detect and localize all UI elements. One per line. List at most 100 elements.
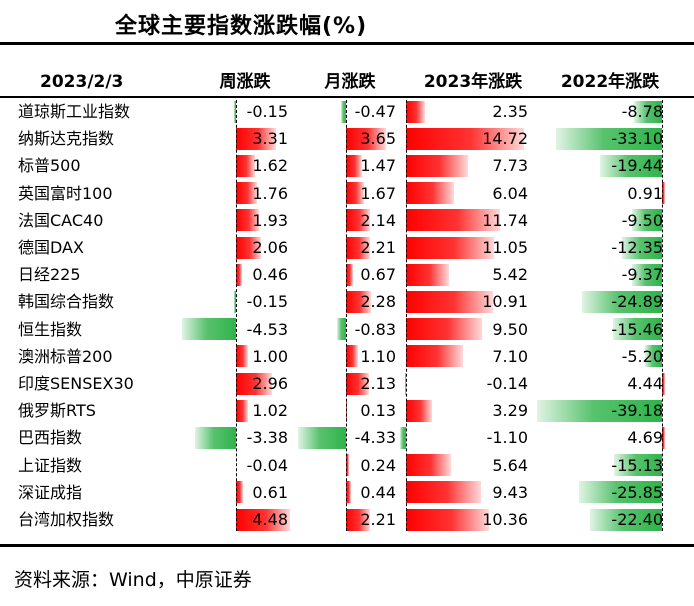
zero-axis-3 xyxy=(662,100,663,532)
cell-value: 7.10 xyxy=(492,346,528,366)
positive-bar xyxy=(346,372,370,395)
positive-bar xyxy=(236,399,249,422)
cell-value: -0.15 xyxy=(246,102,288,121)
cell-value: 6.04 xyxy=(492,183,528,203)
cell-value: -0.14 xyxy=(486,374,528,393)
cell-value: 3.29 xyxy=(492,401,528,421)
negative-bar xyxy=(195,426,236,449)
row-label: 印度SENSEX30 xyxy=(18,374,134,393)
positive-bar xyxy=(662,182,665,205)
cell-value: 1.47 xyxy=(360,156,396,176)
column-header-2: 2023年涨跌 xyxy=(423,72,523,92)
cell-value: -19.44 xyxy=(611,156,663,176)
positive-bar xyxy=(346,236,371,259)
row-label: 台湾加权指数 xyxy=(18,510,115,529)
positive-bar xyxy=(346,508,371,531)
cell-value: 0.91 xyxy=(627,183,663,203)
positive-bar xyxy=(406,100,425,123)
cell-value: 9.50 xyxy=(492,319,528,339)
cell-value: 0.46 xyxy=(252,265,288,285)
row-label: 英国富时100 xyxy=(18,183,113,203)
cell-value: -4.53 xyxy=(246,319,288,339)
cell-value: -9.37 xyxy=(621,265,663,285)
date-header: 2023/2/3 xyxy=(40,72,124,92)
positive-bar xyxy=(406,399,433,422)
row-label: 巴西指数 xyxy=(18,428,83,448)
column-header-0: 周涨跌 xyxy=(219,72,271,92)
column-header-3: 2022年涨跌 xyxy=(560,72,660,92)
cell-value: 1.00 xyxy=(252,346,288,366)
positive-bar xyxy=(406,182,455,205)
row-label: 纳斯达克指数 xyxy=(18,129,115,149)
negative-bar xyxy=(181,318,236,341)
negative-bar xyxy=(298,426,346,449)
cell-value: -25.85 xyxy=(611,482,663,502)
negative-bar xyxy=(612,318,662,341)
positive-bar xyxy=(406,508,489,531)
positive-bar xyxy=(346,345,359,368)
cell-value: 3.65 xyxy=(360,129,396,149)
negative-bar xyxy=(234,290,236,313)
negative-bar xyxy=(590,508,662,531)
positive-bar xyxy=(662,426,665,449)
positive-bar xyxy=(406,454,452,477)
cell-value: 4.44 xyxy=(627,374,663,393)
positive-bar xyxy=(346,290,372,313)
cell-value: 2.28 xyxy=(360,292,396,312)
bottom-rule xyxy=(0,544,694,547)
positive-bar xyxy=(236,263,242,286)
row-label: 德国DAX xyxy=(18,238,84,257)
cell-value: 10.36 xyxy=(482,510,528,529)
positive-bar xyxy=(346,182,365,205)
negative-bar xyxy=(340,100,346,123)
cell-value: -1.10 xyxy=(486,428,528,448)
cell-value: 10.91 xyxy=(482,292,528,312)
positive-bar xyxy=(406,127,524,150)
cell-value: 2.13 xyxy=(360,374,396,393)
positive-bar xyxy=(236,345,248,368)
zero-axis-0 xyxy=(236,100,237,532)
cell-value: -9.50 xyxy=(621,210,663,230)
negative-bar xyxy=(613,454,662,477)
cell-value: 1.62 xyxy=(252,156,288,176)
cell-value: 2.14 xyxy=(360,210,396,230)
cell-value: 4.69 xyxy=(627,428,663,448)
cell-value: -8.78 xyxy=(621,102,663,121)
cell-value: 0.61 xyxy=(252,482,288,502)
negative-bar xyxy=(400,426,406,449)
cell-value: 1.76 xyxy=(252,183,288,203)
row-label: 深证成指 xyxy=(18,482,83,502)
negative-bar xyxy=(582,290,662,313)
cell-value: -0.15 xyxy=(246,292,288,312)
cell-value: 0.24 xyxy=(360,455,396,475)
cell-value: 7.73 xyxy=(492,156,528,176)
negative-bar xyxy=(645,345,662,368)
cell-value: 11.74 xyxy=(482,210,528,230)
positive-bar xyxy=(346,454,349,477)
positive-bar xyxy=(406,290,494,313)
positive-bar xyxy=(236,127,276,150)
negative-bar xyxy=(631,209,662,232)
row-label: 韩国综合指数 xyxy=(18,292,115,312)
cell-value: 2.35 xyxy=(492,102,528,121)
cell-value: -24.89 xyxy=(611,292,663,312)
positive-bar xyxy=(346,481,351,504)
positive-bar xyxy=(346,209,370,232)
row-label: 日经225 xyxy=(18,265,81,285)
cell-value: 2.06 xyxy=(252,238,288,257)
negative-bar xyxy=(579,481,662,504)
negative-bar xyxy=(632,263,662,286)
row-label: 法国CAC40 xyxy=(18,210,104,230)
positive-bar xyxy=(346,127,387,150)
cell-value: -0.04 xyxy=(246,455,288,475)
cell-value: -33.10 xyxy=(611,129,663,149)
cell-value: 0.13 xyxy=(360,401,396,421)
cell-value: -0.47 xyxy=(354,102,396,121)
positive-bar xyxy=(346,263,354,286)
cell-value: -22.40 xyxy=(611,510,663,529)
cell-value: -3.38 xyxy=(246,428,288,448)
cell-value: 0.67 xyxy=(360,265,396,285)
chart-title: 全球主要指数涨跌幅(%) xyxy=(115,14,368,39)
source-note: 资料来源：Wind，中原证券 xyxy=(14,569,252,591)
negative-bar xyxy=(622,236,662,259)
